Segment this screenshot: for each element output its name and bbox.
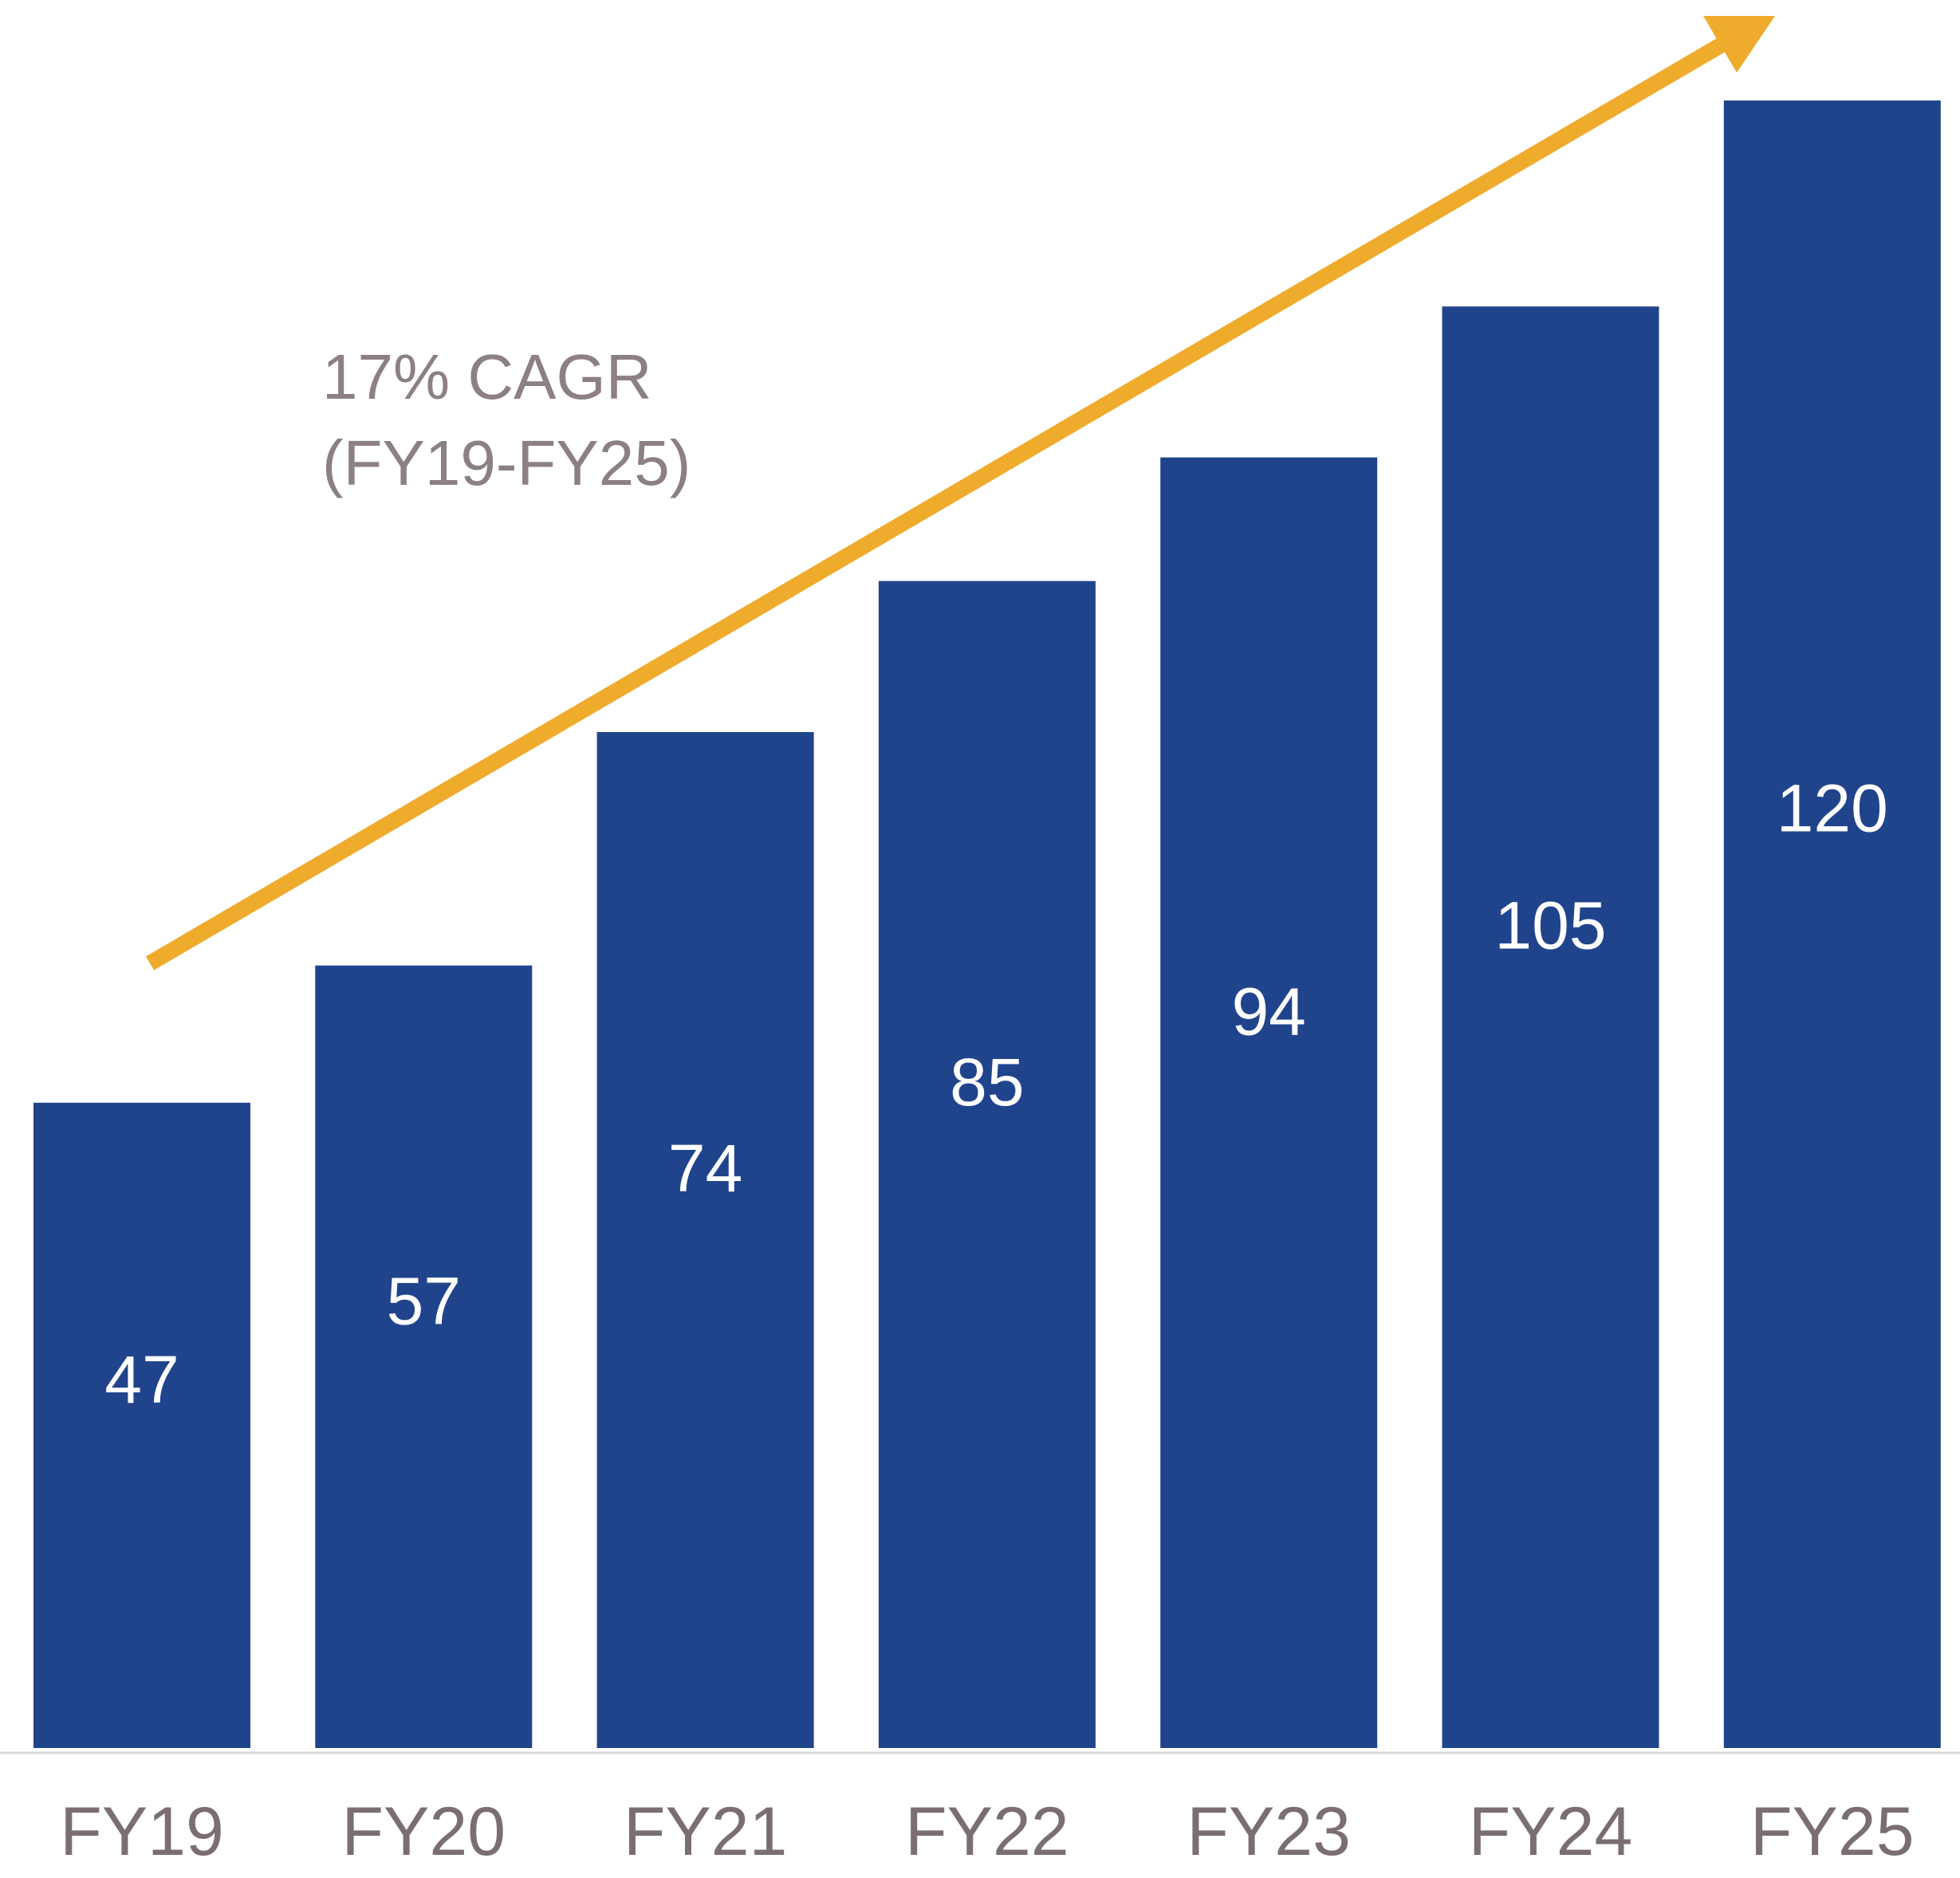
bar-value-label-fy19: 47 (104, 1342, 179, 1417)
bar-fy20 (315, 965, 533, 1748)
x-tick-label-fy25: FY25 (1750, 1793, 1915, 1870)
cagr-annotation-line1: 17% CAGR (322, 341, 651, 412)
ticks-layer: FY19 FY20 FY21 FY22 FY23 FY24 FY25 (60, 1793, 1914, 1870)
x-tick-label-fy19: FY19 (60, 1793, 224, 1870)
bar-fy22 (878, 581, 1096, 1748)
bar-value-label-fy23: 94 (1231, 974, 1305, 1049)
bar-value-label-fy25: 120 (1777, 770, 1888, 845)
bar-fy21 (596, 732, 814, 1748)
cagr-trend-arrow (145, 16, 1775, 970)
cagr-annotation-line2: (FY19-FY25) (322, 427, 691, 498)
x-tick-label-fy23: FY23 (1187, 1793, 1351, 1870)
trend-arrow-head (1703, 16, 1775, 73)
bar-fy24 (1442, 306, 1659, 1748)
x-tick-label-fy24: FY24 (1469, 1793, 1633, 1870)
bar-fy19 (33, 1102, 250, 1748)
labels-layer: 47 57 74 85 94 105 120 (104, 770, 1888, 1416)
bars-layer (33, 100, 1941, 1748)
bar-value-label-fy21: 74 (668, 1131, 742, 1206)
x-tick-label-fy22: FY22 (905, 1793, 1069, 1870)
trend-arrow-shaft (145, 34, 1732, 970)
bar-value-label-fy20: 57 (387, 1264, 461, 1339)
bar-fy25 (1723, 100, 1941, 1748)
x-tick-label-fy20: FY20 (342, 1793, 506, 1870)
bar-value-label-fy22: 85 (950, 1045, 1024, 1120)
x-tick-label-fy21: FY21 (624, 1793, 788, 1870)
bar-value-label-fy24: 105 (1494, 888, 1606, 963)
bar-fy23 (1160, 457, 1378, 1748)
